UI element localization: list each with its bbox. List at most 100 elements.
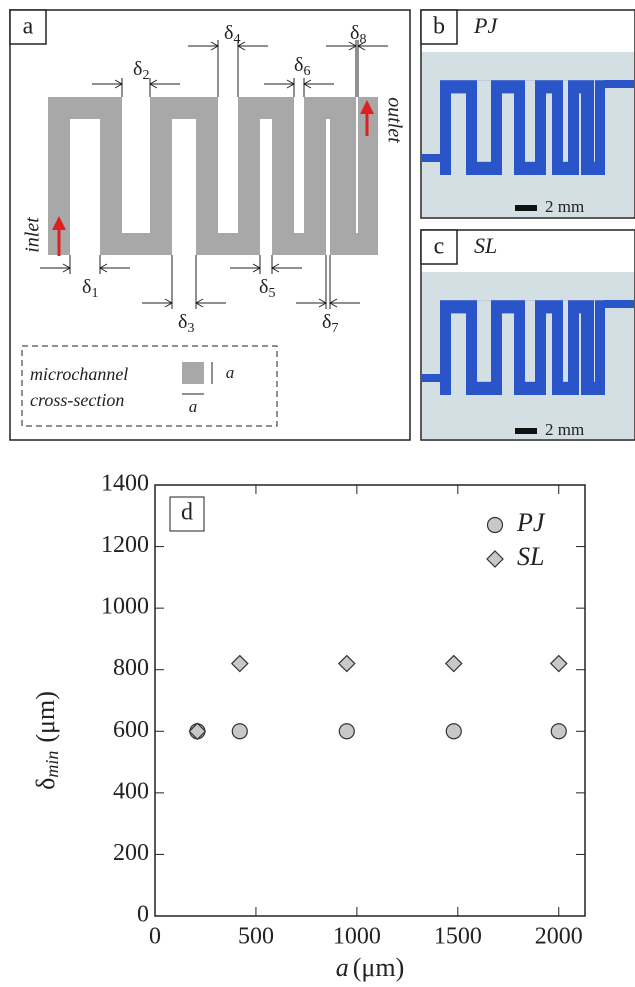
channel-gap bbox=[122, 97, 150, 233]
panel-label: b bbox=[433, 14, 445, 40]
channel-gap bbox=[546, 313, 552, 395]
legend-marker bbox=[488, 518, 503, 533]
gap-arrow bbox=[196, 299, 226, 307]
y-axis-unit: (μm) bbox=[31, 691, 60, 742]
marker-circle bbox=[551, 724, 566, 739]
gap-arrow bbox=[304, 80, 334, 88]
marker-diamond bbox=[551, 656, 567, 672]
gap-arrow bbox=[230, 264, 260, 272]
photo-channel bbox=[422, 80, 634, 175]
channel-gap bbox=[70, 119, 100, 255]
y-tick-label: 400 bbox=[113, 778, 149, 804]
gap-arrow bbox=[150, 80, 180, 88]
channel-gap bbox=[579, 93, 581, 175]
channel-gap bbox=[525, 300, 535, 382]
y-tick-label: 200 bbox=[113, 840, 149, 866]
gap-arrow bbox=[40, 264, 70, 272]
marker-diamond bbox=[339, 656, 355, 672]
gap-subscript: 8 bbox=[359, 32, 366, 47]
gap-arrow bbox=[330, 299, 360, 307]
gap-symbol: δ bbox=[82, 276, 91, 298]
marker-circle bbox=[232, 724, 247, 739]
x-tick-label: 1000 bbox=[333, 924, 381, 950]
y-tick-label: 800 bbox=[113, 655, 149, 681]
x-axis-symbol: a bbox=[336, 953, 349, 982]
gap-symbol: δ bbox=[178, 311, 187, 333]
inlet-label: inlet bbox=[22, 217, 44, 253]
gap-label: δ1 bbox=[82, 276, 98, 302]
channel-gap bbox=[594, 80, 595, 162]
channel-gap bbox=[356, 97, 358, 233]
gap-symbol: δ bbox=[294, 54, 303, 76]
channel-gap bbox=[451, 313, 466, 395]
gap-subscript: 4 bbox=[233, 32, 240, 47]
panel-name: SL bbox=[474, 233, 497, 258]
gap-label: δ2 bbox=[133, 58, 149, 84]
panel-label: a bbox=[23, 14, 34, 40]
chart: 0200400600800100012001400050010001500200… bbox=[31, 471, 585, 982]
gap-arrow bbox=[238, 42, 268, 50]
channel-lead bbox=[422, 154, 442, 162]
x-tick-label: 1500 bbox=[434, 924, 482, 950]
x-axis-label: a(μm) bbox=[336, 953, 404, 982]
figure: a δ1δ2δ3δ4δ5δ6δ7δ8 inlet outlet microcha… bbox=[0, 0, 635, 987]
y-axis-subscript: min bbox=[42, 751, 62, 778]
marker-diamond bbox=[232, 656, 248, 672]
gap-arrow bbox=[264, 80, 294, 88]
gap-symbol: δ bbox=[259, 276, 268, 298]
panel-name: PJ bbox=[473, 13, 498, 38]
channel-gap bbox=[218, 97, 238, 233]
channel-gap bbox=[260, 119, 272, 255]
marker-circle bbox=[446, 724, 461, 739]
y-tick-label: 0 bbox=[137, 902, 149, 928]
gap-symbol: δ bbox=[350, 22, 359, 44]
x-tick-label: 2000 bbox=[535, 924, 583, 950]
gap-subscript: 5 bbox=[268, 286, 275, 301]
scale-bar bbox=[515, 205, 537, 211]
panel-label: d bbox=[181, 500, 193, 526]
gap-subscript: 7 bbox=[331, 321, 338, 336]
gap-label: δ8 bbox=[350, 22, 366, 48]
dim-label: a bbox=[189, 397, 198, 416]
legend-label: SL bbox=[517, 542, 544, 571]
gap-arrow bbox=[296, 299, 326, 307]
cross-section-text: microchannel bbox=[30, 364, 128, 384]
gap-symbol: δ bbox=[322, 311, 331, 333]
x-tick-label: 500 bbox=[238, 924, 274, 950]
channel-gap bbox=[477, 300, 491, 382]
photo-channel bbox=[422, 300, 634, 395]
channel-gap bbox=[326, 119, 330, 255]
channel-gap bbox=[594, 300, 595, 382]
legend-marker bbox=[487, 551, 503, 567]
gap-symbol: δ bbox=[224, 22, 233, 44]
y-tick-label: 1400 bbox=[101, 471, 149, 497]
channel-gap bbox=[172, 119, 196, 255]
channel-gap bbox=[294, 97, 304, 233]
y-axis-label: δmin (μm) bbox=[31, 691, 62, 790]
y-axis-symbol: δ bbox=[31, 778, 60, 790]
marker-diamond bbox=[446, 656, 462, 672]
channel-lead bbox=[604, 300, 634, 308]
gap-subscript: 1 bbox=[91, 286, 98, 301]
channel-gap bbox=[525, 80, 535, 162]
legend-label: PJ bbox=[516, 508, 546, 537]
gap-label: δ3 bbox=[178, 311, 194, 337]
cross-section-text: cross-section bbox=[30, 390, 124, 410]
channel-gap bbox=[546, 93, 552, 175]
gap-label: δ6 bbox=[294, 54, 310, 80]
gap-label: δ5 bbox=[259, 276, 275, 302]
channel-gap bbox=[563, 300, 568, 382]
y-tick-label: 1000 bbox=[101, 594, 149, 620]
gap-arrow bbox=[142, 299, 172, 307]
channel-gap bbox=[502, 93, 514, 175]
serpentine-channel bbox=[48, 97, 378, 255]
channel-gap bbox=[579, 313, 581, 395]
panel-label: c bbox=[434, 234, 445, 260]
dim-label: a bbox=[226, 363, 235, 382]
channel-lead bbox=[604, 80, 634, 88]
channel-gap bbox=[502, 313, 514, 395]
gap-subscript: 2 bbox=[142, 68, 149, 83]
cross-section-square bbox=[182, 362, 204, 384]
marker-circle bbox=[339, 724, 354, 739]
y-tick-label: 1200 bbox=[101, 532, 149, 558]
